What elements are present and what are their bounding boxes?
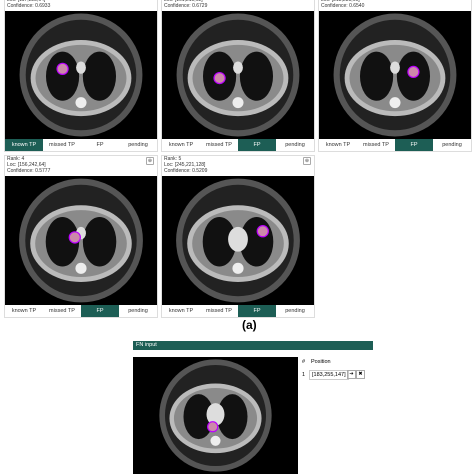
loc-text: Loc: [156,242,64]: [7, 162, 46, 168]
label-button[interactable]: missed TP: [43, 305, 81, 317]
ct-image: [133, 357, 298, 474]
panel-info: Loc: [161,219,62] Confidence: 0.6729: [162, 0, 314, 9]
button-row: known TP missed TP FP pending: [5, 305, 157, 317]
panel-info: Loc: [218,231,60] Confidence: 0.6540: [319, 0, 471, 9]
lung-right: [82, 216, 117, 267]
ct-image: [162, 11, 314, 139]
label-button[interactable]: known TP: [162, 305, 200, 317]
loc-text: Loc: [117,228,64]: [7, 0, 46, 3]
lung-right: [82, 51, 117, 101]
nodule-marker: [207, 421, 219, 433]
panel-icon[interactable]: ⊕: [303, 157, 311, 165]
label-button[interactable]: missed TP: [43, 139, 81, 151]
button-row: known TP missed TP FP pending: [162, 139, 314, 151]
lung-right: [217, 394, 248, 440]
spine: [75, 97, 87, 109]
spine: [232, 97, 244, 109]
label-button[interactable]: FP: [238, 139, 276, 151]
caption: (a): [242, 318, 257, 332]
col-header: #: [302, 359, 306, 365]
spine: [389, 97, 401, 109]
lung-left: [45, 51, 80, 101]
ct-image: [162, 176, 314, 305]
button-row: known TP missed TP FP pending: [162, 305, 314, 317]
label-button[interactable]: missed TP: [357, 139, 395, 151]
spine: [75, 262, 87, 274]
nodule-marker: [256, 225, 269, 238]
label-button[interactable]: missed TP: [200, 139, 238, 151]
confidence-text: Confidence: 0.6729: [164, 3, 208, 9]
row-position: [183,255,147]: [309, 370, 349, 380]
loc-text: Loc: [161,219,62]: [164, 0, 203, 3]
go-button[interactable]: ➔: [347, 370, 356, 379]
loc-text: Loc: [218,231,60]: [321, 0, 360, 3]
loc-text: Loc: [245,221,128]: [164, 162, 206, 168]
nodule-marker: [56, 62, 69, 75]
confidence-text: Confidence: 0.5777: [7, 168, 51, 174]
label-button[interactable]: known TP: [162, 139, 200, 151]
col-header: Position: [311, 359, 331, 365]
nodule-marker: [407, 65, 420, 79]
row-index: 1: [302, 372, 306, 378]
result-panel: Rank: 4 Loc: [156,242,64] Confidence: 0.57…: [4, 155, 158, 318]
panel-info: Rank: 5 Loc: [245,221,128] Confidence: 0.5…: [162, 156, 314, 174]
label-button[interactable]: pending: [276, 305, 314, 317]
panel-icon[interactable]: ⊕: [146, 157, 154, 165]
label-button[interactable]: known TP: [5, 305, 43, 317]
result-panel: Loc: [218,231,60] Confidence: 0.6540 known…: [318, 0, 472, 152]
spine: [232, 262, 244, 274]
result-panel: Loc: [161,219,62] Confidence: 0.6729 known…: [161, 0, 315, 152]
lung-left: [45, 216, 80, 267]
mediastinum: [228, 226, 248, 252]
result-panel: Rank: 5 Loc: [245,221,128] Confidence: 0.5…: [161, 155, 315, 318]
label-button[interactable]: known TP: [319, 139, 357, 151]
label-button[interactable]: pending: [119, 305, 157, 317]
spine: [210, 435, 221, 446]
ct-image: [5, 176, 157, 305]
label-button[interactable]: FP: [238, 305, 276, 317]
label-button[interactable]: pending: [276, 139, 314, 151]
label-button[interactable]: missed TP: [200, 305, 238, 317]
lung-left: [183, 394, 214, 440]
confidence-text: Confidence: 0.6540: [321, 3, 365, 9]
lung-left: [202, 216, 237, 267]
button-row: known TP missed TP FP pending: [319, 139, 471, 151]
fn-header: FN input: [133, 341, 373, 350]
mediastinum: [390, 61, 400, 74]
mediastinum: [76, 61, 86, 74]
label-button[interactable]: known TP: [5, 139, 43, 151]
label-button[interactable]: FP: [395, 139, 433, 151]
ct-image: [5, 11, 157, 139]
mediastinum: [233, 61, 243, 74]
lung-right: [239, 51, 274, 101]
panel-info: Loc: [117,228,64] Confidence: 0.6933: [5, 0, 157, 9]
confidence-text: Confidence: 0.6933: [7, 3, 51, 9]
rank-text: Rank: 4: [7, 156, 25, 162]
lung-left: [359, 51, 394, 101]
delete-button[interactable]: ✖: [356, 370, 365, 379]
nodule-marker: [68, 231, 81, 244]
rank-text: Rank: 5: [164, 156, 182, 162]
label-button[interactable]: FP: [81, 305, 119, 317]
button-row: known TP missed TP FP pending: [5, 139, 157, 151]
label-button[interactable]: FP: [81, 139, 119, 151]
nodule-marker: [213, 71, 226, 85]
ct-image: [319, 11, 471, 139]
result-panel: Loc: [117,228,64] Confidence: 0.6933 known…: [4, 0, 158, 152]
label-button[interactable]: pending: [433, 139, 471, 151]
label-button[interactable]: pending: [119, 139, 157, 151]
confidence-text: Confidence: 0.5209: [164, 168, 208, 174]
panel-info: Rank: 4 Loc: [156,242,64] Confidence: 0.57…: [5, 156, 157, 174]
mediastinum: [206, 403, 225, 426]
